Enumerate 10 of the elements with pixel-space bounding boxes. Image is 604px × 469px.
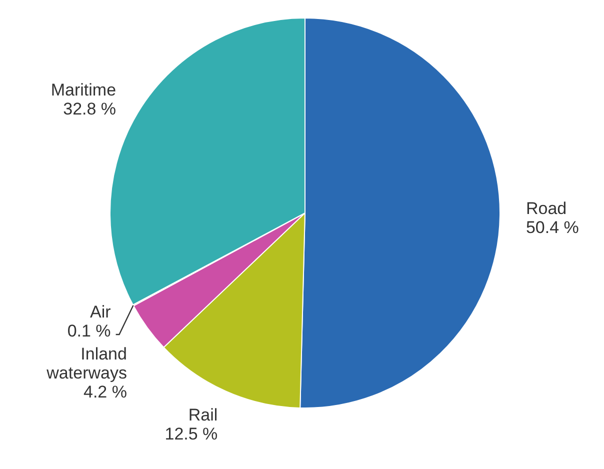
slice-label: Maritime [50,80,116,100]
slice-label: Air [90,302,112,322]
data-label: 12.5 % [164,424,218,444]
data-label: 4.2 % [83,382,127,402]
data-label: 0.1 % [67,322,111,341]
slice-label: Inland waterways [46,344,127,383]
slice-label: Road [526,198,567,218]
slice-label: Rail [188,406,218,425]
data-label: 32.8 % [63,99,116,118]
data-label: 50.4 % [526,218,579,237]
